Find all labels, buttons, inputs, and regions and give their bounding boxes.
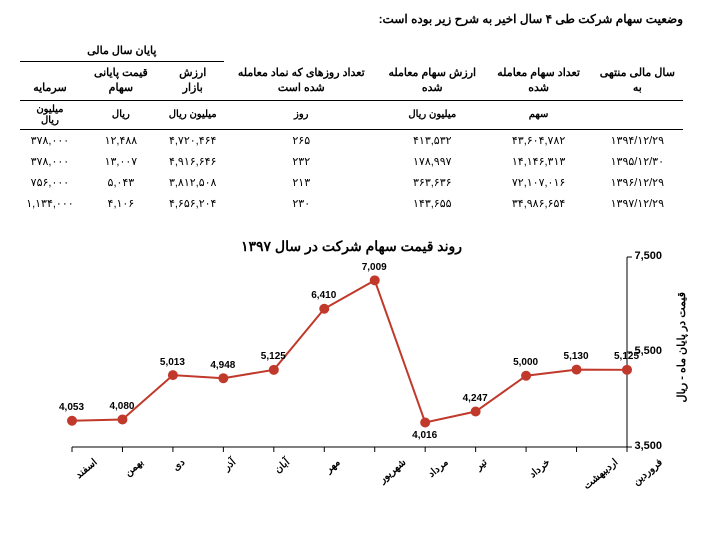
table-cell: ۵,۰۴۳ [80,172,162,193]
y-tick-label: 3,500 [635,440,663,452]
table-cell: ۱۳,۰۰۷ [80,151,162,172]
table-cell: ۷۲,۱۰۷,۰۱۶ [486,172,592,193]
units-row: سهم میلیون ریال روز میلیون ریال ریال میل… [20,100,683,129]
table-cell: ۳۷۸,۰۰۰ [20,129,80,151]
unit-market-value: میلیون ریال [162,100,224,129]
unit-traded-shares: سهم [486,100,592,129]
data-point-label: 4,948 [210,360,235,371]
table-cell: ۲۱۳ [224,172,380,193]
table-row: ۱۳۹۶/۱۲/۲۹۷۲,۱۰۷,۰۱۶۳۶۳,۶۳۶۲۱۳۳,۸۱۲,۵۰۸۵… [20,172,683,193]
table-cell: ۴۳,۶۰۴,۷۸۲ [486,129,592,151]
share-history-table: سال مالی منتهی به تعداد سهام معامله شده … [20,40,683,214]
data-point-label: 4,247 [463,393,488,404]
data-point-label: 4,016 [412,430,437,441]
table-cell: ۲۶۵ [224,129,380,151]
table-cell: ۳۴,۹۸۶,۶۵۴ [486,193,592,214]
col-fiscal-year: سال مالی منتهی به [592,40,683,100]
intro-text: وضعیت سهام شرکت طی ۴ سال اخیر به شرح زیر… [20,12,683,26]
table-row: ۱۳۹۴/۱۲/۲۹۴۳,۶۰۴,۷۸۲۴۱۳,۵۳۲۲۶۵۴,۷۲۰,۴۶۴۱… [20,129,683,151]
data-point-label: 5,125 [614,351,639,362]
table-cell: ۲۳۲ [224,151,380,172]
data-point-label: 5,125 [261,351,286,362]
table-cell: ۴,۶۵۶,۲۰۴ [162,193,224,214]
table-row: ۱۳۹۵/۱۲/۳۰۱۴,۱۴۶,۳۱۳۱۷۸,۹۹۷۲۳۲۴,۹۱۶,۶۴۶۱… [20,151,683,172]
chart-svg [22,232,682,512]
table-cell: ۳۶۳,۶۳۶ [379,172,486,193]
table-cell: ۱۷۸,۹۹۷ [379,151,486,172]
data-point-label: 5,013 [160,357,185,368]
table-cell: ۱۲,۴۸۸ [80,129,162,151]
table-cell: ۱,۱۳۴,۰۰۰ [20,193,80,214]
unit-trading-days: روز [224,100,380,129]
data-point-label: 5,000 [513,357,538,368]
data-point-label: 7,009 [362,262,387,273]
unit-traded-value: میلیون ریال [379,100,486,129]
table-cell: ۴۱۳,۵۳۲ [379,129,486,151]
unit-closing-price: ریال [80,100,162,129]
table-cell: ۱۳۹۷/۱۲/۲۹ [592,193,683,214]
col-capital: سرمایه [20,61,80,100]
table-cell: ۱۳۹۶/۱۲/۲۹ [592,172,683,193]
table-cell: ۴,۹۱۶,۶۴۶ [162,151,224,172]
table-cell: ۱۳۹۵/۱۲/۳۰ [592,151,683,172]
table-cell: ۴,۷۲۰,۴۶۴ [162,129,224,151]
y-tick-label: 7,500 [635,250,663,262]
table-row: ۱۳۹۷/۱۲/۲۹۳۴,۹۸۶,۶۵۴۱۴۳,۶۵۵۲۳۰۴,۶۵۶,۲۰۴۴… [20,193,683,214]
data-point-label: 4,053 [59,402,84,413]
col-traded-value: ارزش سهام معامله شده [379,40,486,100]
col-group-year-end: پایان سال مالی [20,40,224,61]
table-cell: ۲۳۰ [224,193,380,214]
data-point-label: 4,080 [109,401,134,412]
data-point-label: 5,130 [564,351,589,362]
unit-capital: میلیون ریال [20,100,80,129]
table-cell: ۱۳۹۴/۱۲/۲۹ [592,129,683,151]
price-trend-chart: روند قیمت سهام شرکت در سال ۱۳۹۷ قیمت در … [22,232,682,512]
table-cell: ۱۴۳,۶۵۵ [379,193,486,214]
table-cell: ۳۷۸,۰۰۰ [20,151,80,172]
col-trading-days: تعداد روزهای که نماد معامله شده است [224,40,380,100]
data-point-label: 6,410 [311,290,336,301]
table-cell: ۴,۱۰۶ [80,193,162,214]
table-cell: ۳,۸۱۲,۵۰۸ [162,172,224,193]
col-traded-shares: تعداد سهام معامله شده [486,40,592,100]
unit-fiscal-year [592,100,683,129]
col-market-value: ارزش بازار [162,61,224,100]
col-closing-price: قیمت پایانی سهام [80,61,162,100]
table-cell: ۱۴,۱۴۶,۳۱۳ [486,151,592,172]
table-cell: ۷۵۶,۰۰۰ [20,172,80,193]
